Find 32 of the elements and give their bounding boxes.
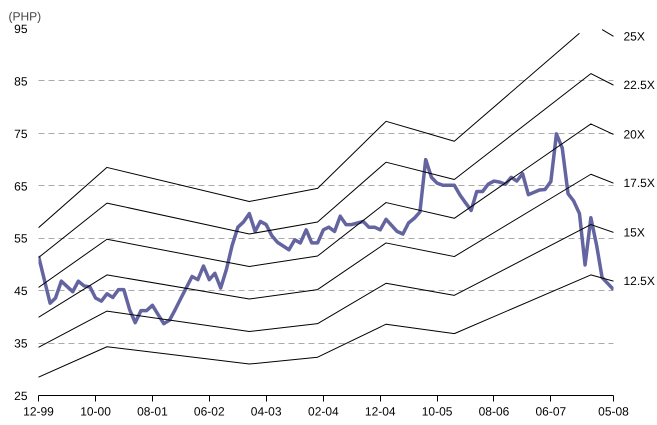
x-tick-label: 10-05 (422, 404, 453, 418)
y-tick-label: 45 (14, 284, 28, 298)
x-tick-label: 02-04 (308, 404, 340, 418)
series-label: 20X (624, 127, 645, 142)
line-series (38, 123, 614, 288)
x-tick-label: 08-06 (478, 404, 510, 418)
x-tick-label: 04-03 (250, 404, 282, 418)
y-tick-label: 35 (14, 336, 28, 351)
line-series (38, 274, 614, 378)
line-series (38, 224, 614, 348)
y-tick-label: 85 (14, 74, 28, 88)
x-tick-label: 12-04 (364, 404, 396, 418)
x-tick-label: 08-01 (137, 404, 168, 418)
series-label: 25X (624, 29, 645, 44)
series-label: 15X (624, 225, 645, 240)
y-tick-label: 95 (14, 22, 28, 36)
series-label: 12.5X (624, 274, 655, 288)
x-tick-label: 06-07 (535, 404, 567, 418)
x-tick-label: 05-08 (598, 404, 630, 418)
line-series (38, 132, 614, 326)
y-tick-label: 75 (14, 126, 28, 141)
line-series (38, 73, 614, 258)
x-tick-label: 10-00 (80, 404, 112, 418)
y-tick-label: 55 (14, 232, 28, 246)
y-axis-title: (PHP) (8, 10, 42, 24)
x-tick-label: 12-99 (23, 404, 54, 418)
series-label: 22.5X (624, 78, 655, 92)
series-label: 17.5X (624, 176, 655, 190)
y-tick-label: 25 (14, 389, 28, 403)
y-tick-label: 65 (14, 179, 28, 194)
line-series (38, 174, 614, 318)
x-tick-label: 06-02 (194, 404, 225, 418)
